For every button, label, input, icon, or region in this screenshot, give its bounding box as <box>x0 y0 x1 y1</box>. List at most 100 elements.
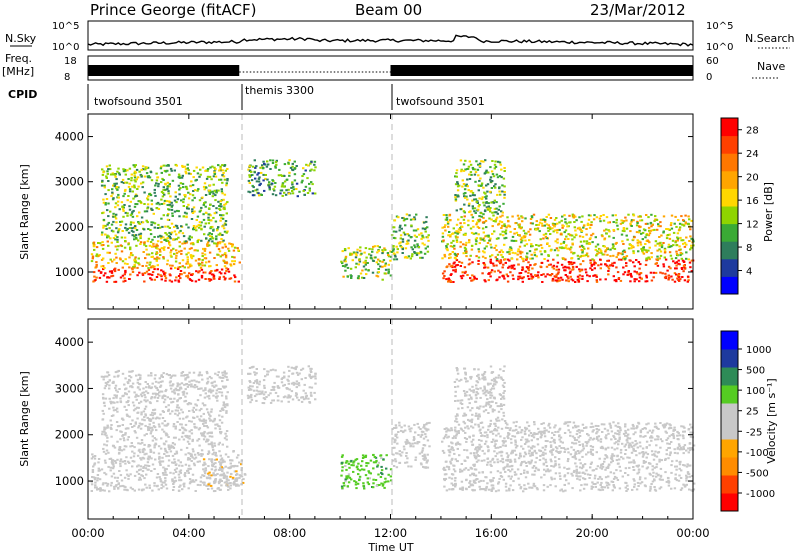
data-cell <box>387 272 390 275</box>
data-cell <box>114 409 117 411</box>
data-cell <box>154 184 157 187</box>
data-cell <box>200 239 203 242</box>
data-cell <box>522 260 525 263</box>
data-cell <box>223 386 226 389</box>
data-cell <box>185 275 188 278</box>
data-cell <box>656 255 659 258</box>
date-title: 23/Mar/2012 <box>590 1 686 19</box>
data-cell <box>482 201 485 204</box>
data-cell <box>235 470 238 473</box>
data-cell <box>417 426 421 429</box>
data-cell <box>311 183 314 186</box>
data-cell <box>454 270 457 273</box>
data-cell <box>407 425 411 428</box>
data-cell <box>414 456 418 459</box>
data-cell <box>199 480 202 483</box>
data-cell <box>678 249 681 252</box>
data-cell <box>420 251 423 254</box>
data-cell <box>250 396 253 399</box>
data-cell <box>196 439 199 442</box>
data-cell <box>203 396 207 399</box>
data-cell <box>392 249 395 252</box>
data-cell <box>482 216 485 219</box>
data-cell <box>254 177 257 180</box>
data-cell <box>471 274 474 277</box>
data-cell <box>489 243 492 246</box>
data-cell <box>498 251 501 254</box>
data-cell <box>364 474 368 477</box>
data-cell <box>197 453 200 456</box>
data-cell <box>233 246 237 249</box>
data-cell <box>632 252 635 255</box>
data-cell <box>139 465 143 468</box>
data-cell <box>285 178 288 181</box>
data-cell <box>190 429 193 432</box>
data-cell <box>188 402 191 404</box>
data-cell <box>469 190 473 193</box>
data-cell <box>142 447 145 450</box>
data-cell <box>661 424 665 427</box>
data-cell <box>281 376 284 379</box>
freq-tick-bottom: 8 <box>64 72 70 83</box>
data-cell <box>580 244 584 247</box>
data-cell <box>224 261 227 264</box>
data-cell <box>421 236 424 239</box>
data-cell <box>210 484 213 487</box>
data-cell <box>202 463 205 466</box>
data-cell <box>214 427 217 430</box>
data-cell <box>640 277 643 280</box>
data-cell <box>205 425 208 427</box>
data-cell <box>460 277 464 280</box>
data-cell <box>146 197 149 200</box>
data-cell <box>350 478 353 481</box>
data-cell <box>466 185 469 188</box>
data-cell <box>535 220 538 223</box>
data-cell <box>188 410 191 412</box>
data-cell <box>190 460 193 462</box>
data-cell <box>641 447 645 450</box>
data-cell <box>162 186 165 189</box>
data-cell <box>426 459 429 462</box>
data-cell <box>572 252 575 255</box>
data-cell <box>149 450 153 453</box>
data-cell <box>483 239 486 242</box>
data-cell <box>495 258 499 260</box>
data-cell <box>343 248 347 250</box>
data-cell <box>413 423 416 426</box>
data-cell <box>274 369 277 372</box>
data-cell <box>473 275 476 278</box>
data-cell <box>578 235 582 238</box>
data-cell <box>173 397 176 400</box>
data-cell <box>413 216 416 219</box>
data-cell <box>255 399 258 402</box>
data-cell <box>398 424 401 427</box>
data-cell <box>235 480 238 482</box>
data-cell <box>135 470 139 473</box>
data-cell <box>603 237 607 240</box>
data-cell <box>272 388 276 391</box>
data-cell <box>559 242 563 245</box>
data-cell <box>494 186 497 189</box>
data-cell <box>482 160 485 163</box>
data-cell <box>235 478 239 481</box>
data-cell <box>596 250 599 253</box>
data-cell <box>264 375 267 378</box>
data-cell <box>426 466 430 469</box>
data-cell <box>684 214 687 217</box>
data-cell <box>117 486 120 489</box>
data-cell <box>379 265 382 268</box>
data-cell <box>229 475 232 478</box>
data-cell <box>140 182 143 185</box>
data-cell <box>562 242 565 244</box>
data-cell <box>104 461 107 464</box>
data-cell <box>133 263 136 266</box>
data-cell <box>116 480 119 483</box>
data-cell <box>145 172 149 175</box>
data-cell <box>381 473 384 476</box>
data-cell <box>465 241 468 244</box>
data-cell <box>529 218 533 220</box>
data-cell <box>569 275 572 278</box>
data-cell <box>273 189 276 192</box>
data-cell <box>123 460 127 462</box>
data-cell <box>158 462 162 465</box>
